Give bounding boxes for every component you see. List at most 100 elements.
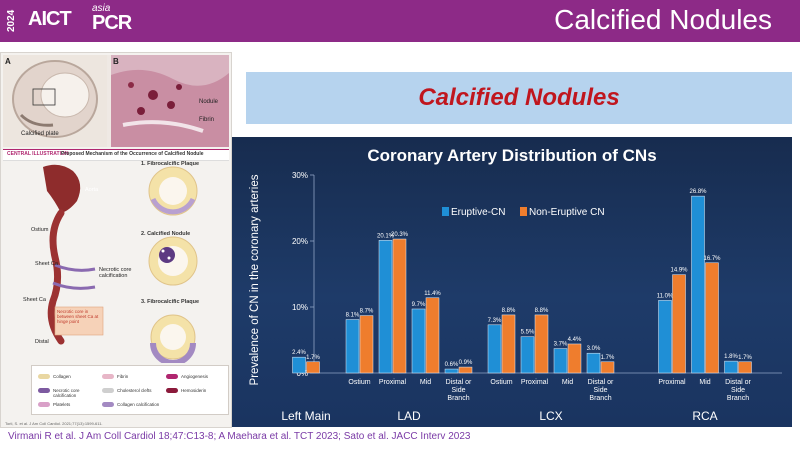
bar [292, 356, 306, 374]
distal-label: Distal [35, 339, 49, 345]
y-tick-label: 10% [292, 303, 308, 312]
bar [553, 348, 568, 374]
legend-label: Collagen calcification [117, 402, 160, 407]
histology-illustration [3, 55, 229, 147]
logo-aict: AICT [28, 8, 72, 30]
logo-asia: asia [92, 3, 111, 14]
group-label: Left Main [281, 409, 330, 423]
data-label: 8.7% [360, 309, 374, 315]
data-label: 14.9% [670, 268, 688, 274]
legend-swatch [166, 374, 178, 379]
x-tick-label: Distal or [725, 379, 751, 386]
data-label: 1.7% [306, 355, 320, 361]
header-bar: 2024 AICT asia PCR Calcified Nodules [0, 0, 800, 42]
left-figure-panel: A B Calcified plate Nodule Fibrin CENTRA… [0, 52, 232, 428]
data-label: 5.5% [521, 330, 535, 336]
bar [411, 308, 426, 374]
x-tick-label: Side [731, 387, 745, 394]
bar [567, 343, 582, 374]
legend-swatch [38, 388, 50, 393]
legend-swatch [166, 388, 178, 393]
bar [691, 195, 705, 374]
data-label: 20.1% [377, 233, 395, 239]
data-label: 3.0% [587, 346, 601, 352]
data-label: 8.8% [535, 308, 549, 314]
bar [520, 336, 535, 374]
bar [444, 368, 459, 374]
legend-label-1: Non-Eruptive CN [529, 207, 605, 218]
legend-label: Necrotic core calcification [53, 388, 80, 398]
legend-swatch [38, 402, 50, 407]
data-label: 11.4% [424, 291, 441, 297]
necrotic-between-label: Necrotic core in between sheet Ca at hin… [57, 309, 99, 324]
data-label: 8.8% [502, 308, 516, 314]
x-tick-label: Branch [727, 395, 749, 402]
footer-citation: Virmani R et al. J Am Coll Cardiol 18;47… [8, 431, 471, 442]
central-illustration-title: CENTRAL ILLUSTRATION [7, 151, 69, 157]
data-label: 11.0% [657, 293, 674, 299]
bar [359, 315, 374, 374]
legend-label: Platelets [53, 402, 71, 407]
x-tick-label: Side [451, 387, 465, 394]
y-tick-label: 0% [296, 369, 308, 378]
data-label: 26.8% [689, 189, 707, 195]
bar [705, 262, 719, 374]
x-tick-label: Mid [562, 379, 573, 386]
x-tick-label: Distal or [446, 379, 472, 386]
data-label: 0.9% [459, 360, 473, 366]
x-tick-label: Proximal [658, 379, 686, 386]
data-label: 20.3% [391, 232, 409, 238]
y-tick-label: 30% [292, 171, 308, 180]
legend-label: Angiogenesis [181, 374, 209, 379]
legend-swatch [102, 374, 114, 379]
legend-swatch-1 [520, 207, 527, 216]
data-label: 2.4% [292, 350, 306, 356]
legend-label: Fibrin [117, 374, 129, 379]
legend-label: Collagen [53, 374, 71, 379]
legend-label-0: Eruptive-CN [451, 207, 505, 218]
bar [738, 361, 752, 374]
mechanism-legend: Collagen Fibrin Angiogenesis Necrotic core … [31, 365, 229, 415]
group-label: RCA [692, 409, 717, 423]
x-tick-label: Mid [420, 379, 431, 386]
bar [378, 240, 393, 374]
legend-label: Cholesterol clefts [117, 388, 152, 393]
bar [487, 324, 502, 374]
x-tick-label: Branch [447, 395, 469, 402]
label-nodule: Nodule [199, 99, 219, 105]
legend-swatch-0 [442, 207, 449, 216]
legend-swatch [102, 388, 114, 393]
bar [345, 319, 360, 374]
bar-chart: Coronary Artery Distribution of CNs 0% 10%… [249, 146, 782, 423]
necrotic-core-label: Necrotic core calcification [99, 267, 132, 279]
logo-pcr: PCR [92, 12, 132, 34]
ostium-label: Ostium [31, 227, 49, 233]
x-tick-label: Proximal [379, 379, 407, 386]
x-tick-label: Side [593, 387, 607, 394]
legend-swatch [102, 402, 114, 407]
data-label: 16.7% [703, 256, 721, 262]
x-tick-label: Mid [699, 379, 710, 386]
data-label: 0.6% [445, 362, 459, 368]
legend-label: Hemosiderin [181, 388, 207, 393]
x-tick-label: Ostium [490, 379, 512, 386]
histology-images: A B Calcified plate Nodule Fibrin [3, 55, 229, 147]
data-label: 9.7% [412, 302, 426, 308]
chart-title: Coronary Artery Distribution of CNs [367, 146, 656, 165]
x-tick-label: Branch [589, 395, 611, 402]
data-label: 4.4% [568, 337, 582, 343]
label-fibrin: Fibrin [199, 117, 215, 123]
bar [586, 352, 601, 374]
data-label: 1.8% [724, 354, 738, 360]
stage-2-label: 2. Calcified Nodule [141, 231, 191, 237]
x-tick-label: Ostium [348, 379, 370, 386]
group-label: LCX [539, 409, 562, 423]
logo-year: 2024 [6, 9, 17, 33]
bar [600, 361, 615, 374]
central-illustration-subtitle: Proposed Mechanism of the Occurrence of … [61, 151, 204, 157]
bar [392, 238, 407, 374]
bar [306, 361, 320, 374]
sheet-ca-label-2: Sheet Ca [23, 297, 46, 303]
subtitle-box: Calcified Nodules [246, 72, 792, 124]
group-label: LAD [397, 409, 421, 423]
